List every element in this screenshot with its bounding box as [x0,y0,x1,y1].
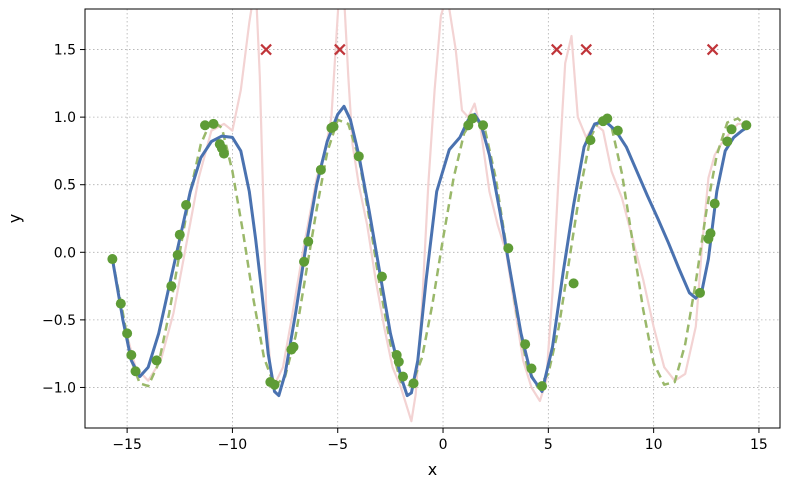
data-point [408,378,419,389]
data-point [722,136,733,147]
x-tick-label: −10 [218,437,248,453]
data-point [208,118,219,129]
data-point [602,113,613,124]
y-axis-label: y [5,214,24,223]
data-point [219,148,229,159]
data-point [503,243,514,254]
data-point [705,228,716,239]
data-point [122,328,133,339]
data-point [398,371,409,382]
outlier-marker [334,43,346,56]
plot-area: −15 −10 −5 0 5 10 15 −1.0 −0.5 0.0 0.5 1.0 1.5 [42,8,781,453]
data-point [115,298,126,309]
data-point [130,366,141,377]
outlier-marker [580,43,593,56]
data-point [181,199,192,210]
data-point [537,381,548,392]
x-tick-label: 0 [439,437,448,453]
y-tick-label: 1.0 [54,110,76,126]
data-point [269,379,280,390]
data-point [694,287,705,298]
data-point [328,121,339,132]
x-axis-label: x [428,460,437,479]
data-point [166,281,177,292]
x-tick-label: −15 [112,437,142,453]
data-point [288,341,299,352]
series-line-solid-blue [110,104,750,398]
series-line-dashed-green [111,115,750,389]
x-tick-label: 15 [750,437,768,453]
data-point [174,229,185,240]
data-point [315,164,326,175]
data-point [741,120,752,131]
data-point [526,363,537,374]
x-tick-label: −5 [327,437,348,453]
y-tick-label: −1.0 [42,380,76,396]
x-tick-label: 10 [645,437,663,453]
data-point [585,135,596,146]
y-tick-label: 1.5 [54,43,76,59]
data-point [303,236,314,247]
y-tick-label: 0.5 [54,178,76,194]
data-point [709,198,720,209]
data-point [467,113,478,124]
data-point [726,124,737,135]
plot-content [107,9,752,423]
data-point [353,151,364,162]
outlier-marker [260,43,272,56]
data-point [520,339,531,350]
data-point [172,249,183,260]
data-point [376,271,387,282]
x-tick-label: 5 [544,437,553,453]
data-point [126,350,137,361]
series-line-faint-pink [111,9,749,423]
data-point [299,256,310,267]
data-point [200,120,211,131]
y-tick-label: −0.5 [42,313,76,329]
data-point [612,125,623,136]
data-point [568,278,579,289]
axes-frame [84,8,781,429]
data-point [393,356,404,367]
data-point [107,254,118,265]
y-tick-label: 0.0 [54,245,76,261]
data-point [151,355,162,366]
outlier-marker [706,43,719,56]
data-point [478,120,489,131]
outlier-marker [550,43,563,56]
